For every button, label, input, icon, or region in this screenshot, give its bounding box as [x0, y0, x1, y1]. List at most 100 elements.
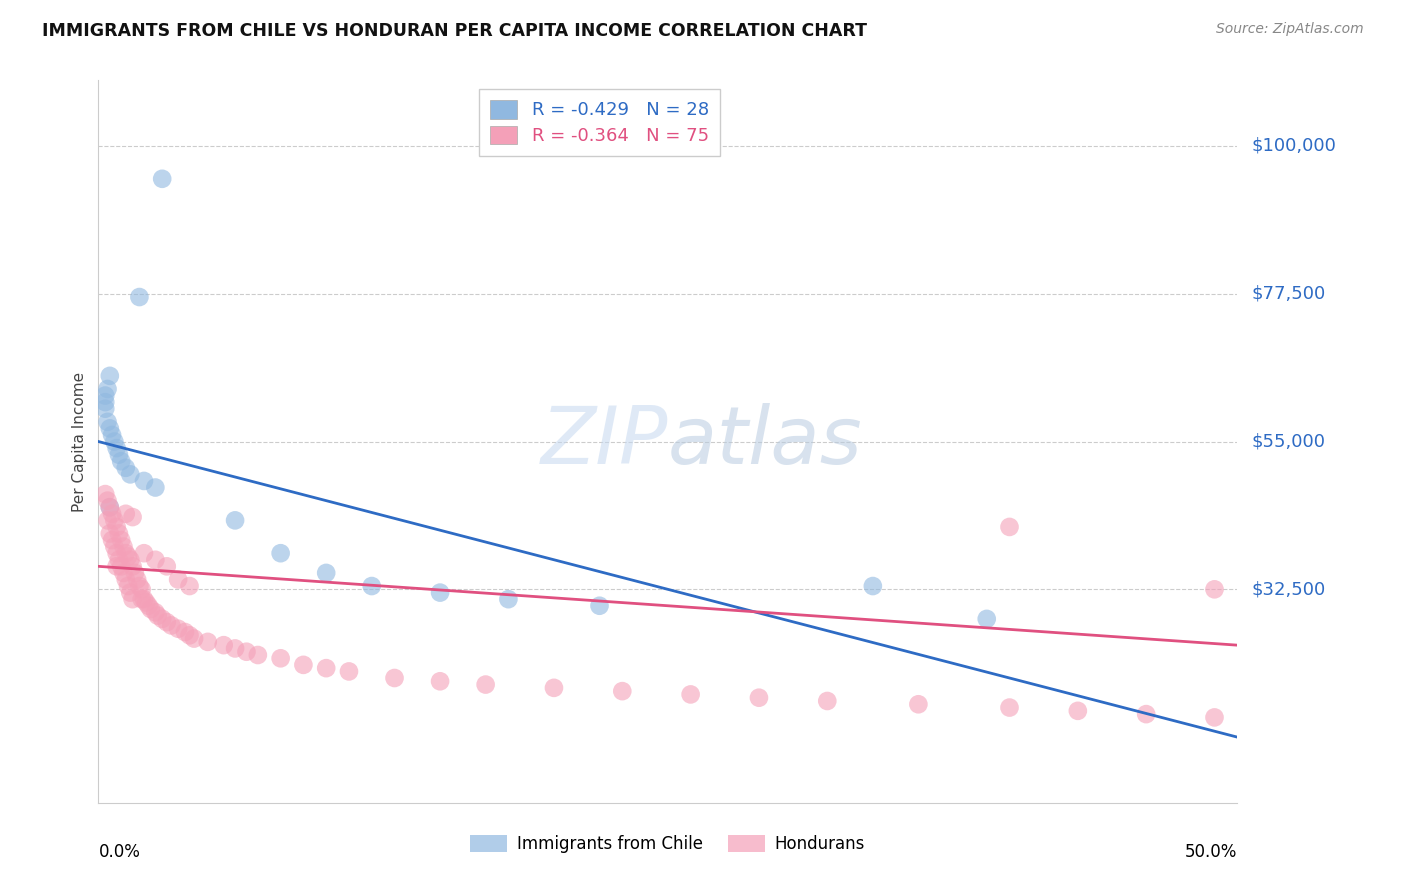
Point	[96, 382, 118, 396]
Point	[131, 582, 153, 597]
Point	[135, 595, 157, 609]
Point	[998, 700, 1021, 714]
Point	[543, 681, 565, 695]
Point	[131, 592, 153, 607]
Point	[132, 474, 155, 488]
Point	[94, 388, 117, 402]
Point	[108, 526, 131, 541]
Text: Source: ZipAtlas.com: Source: ZipAtlas.com	[1216, 22, 1364, 37]
Point	[105, 441, 128, 455]
Text: atlas: atlas	[668, 402, 863, 481]
Point	[114, 573, 136, 587]
Point	[120, 553, 142, 567]
Point	[224, 513, 246, 527]
Point	[156, 559, 179, 574]
Point	[105, 546, 128, 560]
Point	[1204, 582, 1226, 597]
Point	[183, 632, 205, 646]
Point	[360, 579, 382, 593]
Point	[98, 368, 121, 383]
Point	[105, 520, 128, 534]
Point	[96, 415, 118, 429]
Point	[862, 579, 884, 593]
Point	[127, 573, 149, 587]
Point	[145, 481, 167, 495]
Point	[235, 645, 257, 659]
Point	[337, 665, 360, 679]
Point	[139, 602, 162, 616]
Point	[105, 559, 128, 574]
Text: IMMIGRANTS FROM CHILE VS HONDURAN PER CAPITA INCOME CORRELATION CHART: IMMIGRANTS FROM CHILE VS HONDURAN PER CA…	[42, 22, 868, 40]
Point	[117, 549, 139, 564]
Point	[167, 622, 190, 636]
Point	[315, 566, 337, 580]
Point	[748, 690, 770, 705]
Y-axis label: Per Capita Income: Per Capita Income	[72, 371, 87, 512]
Point	[197, 635, 219, 649]
Point	[94, 487, 117, 501]
Point	[101, 533, 124, 547]
Point	[174, 625, 197, 640]
Point	[98, 526, 121, 541]
Point	[132, 592, 155, 607]
Point	[976, 612, 998, 626]
Legend: Immigrants from Chile, Hondurans: Immigrants from Chile, Hondurans	[464, 828, 872, 860]
Point	[384, 671, 406, 685]
Point	[145, 553, 167, 567]
Point	[114, 546, 136, 560]
Point	[179, 579, 201, 593]
Text: $77,500: $77,500	[1251, 285, 1326, 302]
Point	[612, 684, 634, 698]
Point	[128, 290, 150, 304]
Point	[94, 401, 117, 416]
Point	[150, 171, 173, 186]
Text: $32,500: $32,500	[1251, 581, 1326, 599]
Point	[101, 428, 124, 442]
Point	[98, 500, 121, 515]
Point	[498, 592, 520, 607]
Point	[429, 674, 451, 689]
Point	[108, 553, 131, 567]
Point	[120, 467, 142, 482]
Point	[679, 687, 702, 701]
Point	[1135, 707, 1157, 722]
Point	[212, 638, 235, 652]
Point	[167, 573, 190, 587]
Point	[429, 585, 451, 599]
Point	[146, 608, 169, 623]
Point	[815, 694, 838, 708]
Text: $100,000: $100,000	[1251, 137, 1336, 155]
Point	[108, 448, 131, 462]
Point	[124, 566, 146, 580]
Point	[121, 559, 143, 574]
Point	[94, 395, 117, 409]
Text: ZIP: ZIP	[540, 402, 668, 481]
Point	[103, 513, 125, 527]
Point	[114, 507, 136, 521]
Point	[121, 510, 143, 524]
Point	[292, 657, 315, 672]
Point	[1067, 704, 1090, 718]
Point	[132, 546, 155, 560]
Point	[96, 513, 118, 527]
Point	[101, 507, 124, 521]
Point	[103, 540, 125, 554]
Point	[121, 592, 143, 607]
Point	[907, 698, 929, 712]
Point	[315, 661, 337, 675]
Point	[112, 566, 135, 580]
Point	[156, 615, 179, 630]
Point	[120, 585, 142, 599]
Point	[588, 599, 610, 613]
Point	[246, 648, 269, 662]
Point	[114, 460, 136, 475]
Text: $55,000: $55,000	[1251, 433, 1326, 450]
Point	[160, 618, 183, 632]
Point	[117, 579, 139, 593]
Point	[98, 421, 121, 435]
Point	[1204, 710, 1226, 724]
Point	[998, 520, 1021, 534]
Point	[145, 605, 167, 619]
Text: 0.0%: 0.0%	[98, 843, 141, 861]
Point	[224, 641, 246, 656]
